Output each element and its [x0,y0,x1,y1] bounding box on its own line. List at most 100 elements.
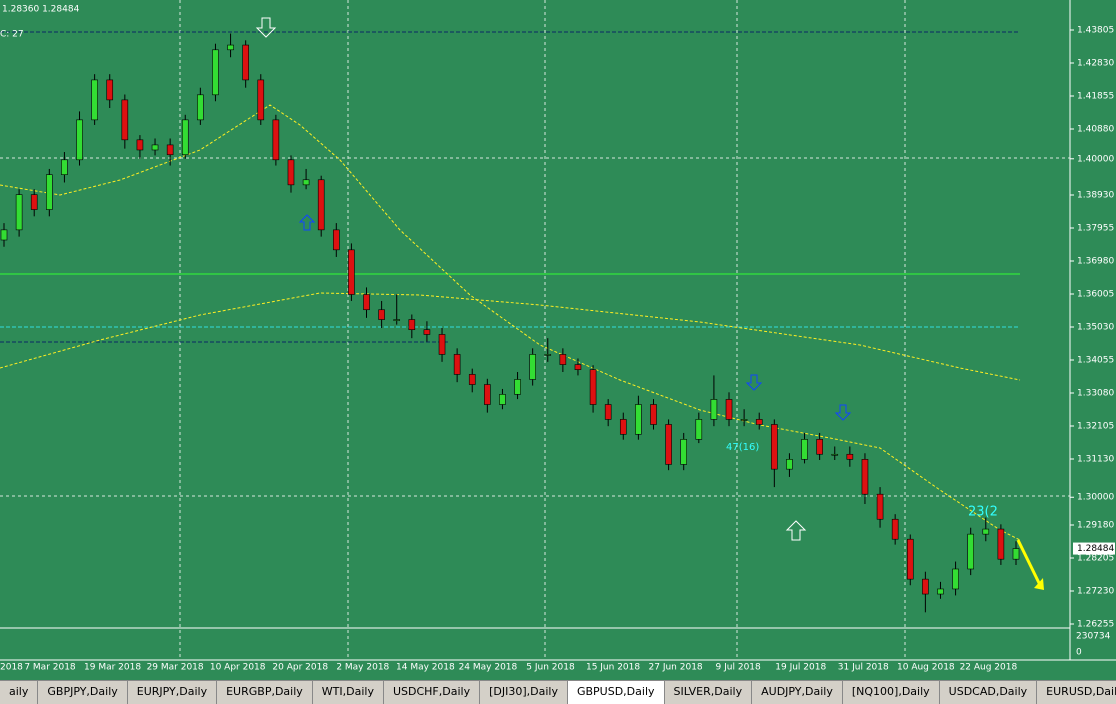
candle-body [574,364,582,370]
x-tick-label: 10 Apr 2018 [210,663,266,673]
candle-body [771,424,778,470]
candle-body [665,424,672,465]
x-tick-label: 7 Mar 2018 [24,663,76,673]
candle-body [332,229,340,251]
candle-body [755,419,763,425]
tab[interactable]: AUDJPY,Daily [752,681,843,704]
candle-body [952,568,959,590]
tab[interactable]: USDCHF,Daily [384,681,481,704]
down-arrow [255,17,277,38]
y-tick-label: 1.40880 [1077,125,1114,135]
y-tick-label: 1.29180 [1077,521,1114,531]
candle-body [786,459,793,470]
candle-body [272,119,280,161]
tab[interactable]: EURGBP,Daily [217,681,313,704]
tab[interactable]: EURUSD,Daily [1037,681,1116,704]
candle-body [106,79,114,101]
down-arrow [745,374,763,391]
down-arrow [834,404,852,421]
x-tick-label: 24 May 2018 [459,663,518,673]
up-arrow [298,214,316,231]
y-tick-label: 1.33080 [1077,389,1114,399]
tab[interactable]: USDCAD,Daily [940,681,1038,704]
x-tick-label: 31 Jul 2018 [838,663,889,673]
y-tick-label: 1.40000 [1077,154,1114,164]
y-tick-label: 1.30000 [1077,493,1114,503]
candle-body [544,354,552,356]
chart: 1.28360 1.28484 C: 27 47(16) 23(2 230734… [0,0,1116,673]
candle-body [453,354,461,375]
y-tick-label: 1.32105 [1077,422,1114,432]
candle-body [287,159,295,186]
candle-body [680,439,688,465]
candle-body [91,79,98,121]
candle-body [801,439,808,460]
candle-body [514,379,521,395]
x-tick-label: 9 Jul 2018 [716,663,761,673]
candle-body [529,354,536,380]
y-tick-label: 1.36980 [1077,257,1114,267]
candle-body [861,459,869,495]
current-price-box [1073,542,1115,555]
candle-body [317,179,325,231]
candle-body [816,439,823,455]
y-tick-label: 1.26255 [1077,620,1114,630]
tab[interactable]: SILVER,Daily [665,681,753,704]
tab[interactable]: EURJPY,Daily [128,681,218,704]
annotation: 47(16) [726,442,759,453]
candle-body [846,453,854,460]
candle-body [181,119,189,156]
x-tick-label: 2018 [0,663,23,673]
x-tick-label: 22 Aug 2018 [960,663,1018,673]
y-tick-label: 1.34055 [1077,356,1114,366]
candle-body [393,319,401,321]
tab[interactable]: aily [0,681,39,704]
y-tick-label: 1.38930 [1077,191,1114,201]
tab[interactable]: GBPJPY,Daily [38,681,128,704]
tab-bar: aily GBPJPY,Daily EURJPY,Daily EURGBP,Daily… [0,680,1116,704]
candle-body [589,369,597,405]
candle-body [982,528,990,535]
candle-body [891,518,899,540]
tab[interactable]: [DJI30],Daily [480,681,568,704]
candle-body [46,174,53,210]
tab[interactable]: [NQ100],Daily [843,681,940,704]
annotation: 23(2 [968,505,998,520]
x-tick-label: 20 Apr 2018 [272,663,328,673]
candle-body [242,44,249,81]
up-arrow [785,520,807,541]
y-tick-label: 1.43805 [1077,26,1114,36]
candle-body [302,179,310,186]
candle-body [484,384,491,405]
candle-body [619,419,627,435]
quote: 1.28360 1.28484 [2,5,80,15]
moving-average [0,104,1021,541]
candle-body [151,144,159,151]
candle-body [937,588,944,595]
x-tick-label: 19 Jul 2018 [775,663,826,673]
y-tick-label: 1.42830 [1077,59,1114,69]
y-tick-label: 1.41855 [1077,92,1114,102]
candle-body [695,419,703,440]
candle-body [831,453,839,456]
candle-body [30,194,38,210]
candle-body [740,419,748,421]
candle-body [438,334,446,355]
candle-body [922,578,929,595]
candle-body [257,79,265,121]
candle-body [876,493,884,520]
candle-body [348,249,355,295]
candle-body [906,538,914,580]
candle-body [15,194,23,231]
candle-body [967,533,974,570]
candle-body [650,404,657,425]
tab[interactable]: WTI,Daily [313,681,384,704]
grid [0,0,1070,660]
tab[interactable]: GBPUSD,Daily [567,681,665,704]
candle-body [1012,548,1020,560]
candle-body [212,49,219,96]
x-tick-label: 15 Jun 2018 [586,663,640,673]
x-tick-label: 14 May 2018 [396,663,455,673]
candle-body [378,309,385,320]
